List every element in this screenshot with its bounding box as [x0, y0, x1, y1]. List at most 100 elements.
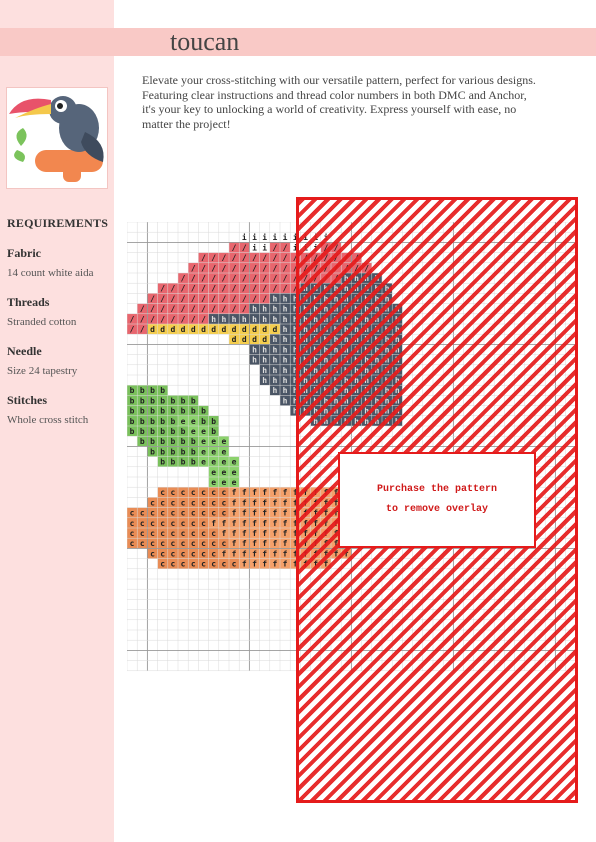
- stitch-symbol: f: [283, 529, 288, 538]
- purchase-line-2: to remove overlay: [385, 504, 489, 515]
- stitch-symbol: b: [130, 417, 135, 426]
- stitch-cell: [157, 456, 168, 467]
- stitch-cell: [188, 395, 199, 406]
- stitch-cell: [229, 324, 240, 335]
- stitch-cell: [229, 313, 240, 324]
- stitch-cell: [178, 283, 189, 294]
- stitch-cell: [137, 517, 148, 528]
- stitch-cell: [259, 517, 270, 528]
- stitch-symbol: f: [272, 539, 277, 548]
- stitch-symbol: /: [272, 264, 277, 273]
- stitch-symbol: f: [293, 529, 298, 538]
- stitch-cell: [198, 303, 209, 314]
- stitch-cell: [188, 507, 199, 518]
- stitch-cell: [167, 293, 178, 304]
- stitch-cell: [280, 507, 291, 518]
- stitch-symbol: e: [221, 458, 226, 467]
- stitch-symbol: h: [283, 335, 288, 344]
- requirements-section: REQUIREMENTS Fabric 14 count white aida …: [7, 216, 112, 442]
- stitch-symbol: f: [252, 549, 257, 558]
- stitch-cell: [167, 324, 178, 335]
- stitch-cell: [178, 313, 189, 324]
- stitch-symbol: d: [160, 325, 165, 334]
- stitch-cell: [188, 528, 199, 539]
- stitch-cell: [178, 528, 189, 539]
- stitch-symbol: b: [150, 396, 155, 405]
- stitch-symbol: c: [130, 539, 135, 548]
- stitch-cell: [188, 558, 199, 569]
- stitch-symbol: c: [191, 519, 196, 528]
- stitch-symbol: e: [221, 478, 226, 487]
- stitch-symbol: f: [252, 488, 257, 497]
- stitch-symbol: c: [221, 539, 226, 548]
- stitch-symbol: b: [181, 437, 186, 446]
- stitch-symbol: /: [283, 254, 288, 263]
- stitch-cell: [208, 477, 219, 488]
- stitch-symbol: b: [160, 447, 165, 456]
- stitch-cell: [188, 273, 199, 284]
- stitch-cell: [259, 293, 270, 304]
- stitch-symbol: /: [293, 274, 298, 283]
- stitch-cell: [218, 446, 229, 457]
- stitch-cell: [229, 262, 240, 273]
- stitch-cell: [280, 252, 291, 263]
- stitch-cell: [167, 303, 178, 314]
- stitch-cell: [239, 283, 250, 294]
- stitch-cell: [198, 517, 209, 528]
- stitch-cell: [167, 497, 178, 508]
- stitch-cell: [167, 405, 178, 416]
- stitch-symbol: h: [293, 315, 298, 324]
- stitch-symbol: /: [232, 264, 237, 273]
- stitch-symbol: b: [130, 396, 135, 405]
- stitch-symbol: /: [283, 284, 288, 293]
- stitch-symbol: b: [170, 458, 175, 467]
- stitch-cell: [188, 517, 199, 528]
- stitch-cell: [249, 303, 260, 314]
- stitch-cell: [280, 497, 291, 508]
- stitch-symbol: c: [201, 549, 206, 558]
- stitch-symbol: f: [262, 519, 267, 528]
- stitch-cell: [137, 507, 148, 518]
- stitch-cell: [218, 456, 229, 467]
- stitch-cell: [208, 517, 219, 528]
- stitch-symbol: /: [191, 274, 196, 283]
- stitch-cell: [127, 405, 138, 416]
- stitch-cell: [269, 375, 280, 386]
- stitch-cell: [290, 313, 301, 324]
- stitch-symbol: /: [181, 305, 186, 314]
- stitch-cell: [178, 293, 189, 304]
- stitch-cell: [198, 436, 209, 447]
- stitch-cell: [147, 548, 158, 559]
- stitch-cell: [290, 283, 301, 294]
- stitch-symbol: /: [221, 294, 226, 303]
- stitch-cell: [290, 497, 301, 508]
- stitch-cell: [249, 262, 260, 273]
- stitch-symbol: c: [160, 549, 165, 558]
- stitch-cell: [239, 324, 250, 335]
- stitch-symbol: /: [262, 264, 267, 273]
- stitch-cell: [280, 324, 291, 335]
- stitch-symbol: /: [232, 284, 237, 293]
- stitch-cell: [218, 262, 229, 273]
- stitch-cell: [229, 517, 240, 528]
- stitch-symbol: i: [262, 242, 267, 252]
- stitch-symbol: h: [283, 345, 288, 354]
- stitch-cell: [147, 497, 158, 508]
- stitch-symbol: c: [170, 549, 175, 558]
- stitch-cell: [147, 517, 158, 528]
- stitch-cell: [229, 466, 240, 477]
- stitch-cell: [157, 558, 168, 569]
- stitch-cell: [249, 334, 260, 345]
- stitch-cell: [198, 273, 209, 284]
- stitch-cell: [290, 273, 301, 284]
- stitch-symbol: /: [160, 305, 165, 314]
- stitch-cell: [218, 252, 229, 263]
- stitch-cell: [269, 528, 280, 539]
- stitch-cell: [167, 283, 178, 294]
- stitch-symbol: b: [191, 437, 196, 446]
- stitch-cell: [198, 262, 209, 273]
- stitch-cell: [188, 262, 199, 273]
- stitch-cell: [137, 426, 148, 437]
- title-band: [0, 28, 596, 56]
- stitch-symbol: f: [232, 529, 237, 538]
